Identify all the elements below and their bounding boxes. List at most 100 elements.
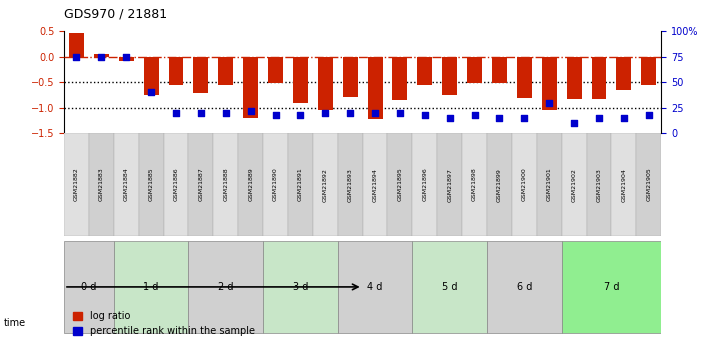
Text: GSM21894: GSM21894 [373, 168, 378, 201]
Text: GSM21895: GSM21895 [397, 168, 402, 201]
Text: GSM21897: GSM21897 [447, 168, 452, 201]
Text: 5 d: 5 d [442, 282, 457, 292]
Point [319, 110, 331, 116]
Text: GSM21905: GSM21905 [646, 168, 651, 201]
Bar [94, 54, 109, 57]
Bar [467, 57, 482, 83]
Text: GSM21889: GSM21889 [248, 168, 253, 201]
Text: GSM21899: GSM21899 [497, 168, 502, 201]
Point [270, 112, 282, 118]
Bar [492, 57, 507, 83]
Text: GSM21896: GSM21896 [422, 168, 427, 201]
Bar [442, 57, 457, 95]
Bar [119, 57, 134, 61]
Bar [293, 57, 308, 103]
Text: GSM21891: GSM21891 [298, 168, 303, 201]
Text: GSM21883: GSM21883 [99, 168, 104, 201]
Text: 1 d: 1 d [144, 282, 159, 292]
FancyBboxPatch shape [238, 134, 263, 236]
Bar [368, 57, 383, 119]
FancyBboxPatch shape [387, 134, 412, 236]
Point [245, 108, 256, 114]
FancyBboxPatch shape [537, 134, 562, 236]
Text: GSM21892: GSM21892 [323, 168, 328, 201]
FancyBboxPatch shape [611, 134, 636, 236]
FancyBboxPatch shape [263, 241, 338, 333]
Bar [616, 57, 631, 90]
FancyBboxPatch shape [213, 134, 238, 236]
Text: GSM21885: GSM21885 [149, 168, 154, 201]
Point [95, 54, 107, 59]
FancyBboxPatch shape [487, 134, 512, 236]
Point [493, 115, 505, 121]
Bar [392, 57, 407, 100]
Bar [567, 57, 582, 99]
FancyBboxPatch shape [437, 134, 462, 236]
FancyBboxPatch shape [338, 241, 412, 333]
Bar [144, 57, 159, 95]
Point [643, 112, 654, 118]
FancyBboxPatch shape [363, 134, 387, 236]
Point [344, 110, 356, 116]
FancyBboxPatch shape [338, 134, 363, 236]
Text: GSM21898: GSM21898 [472, 168, 477, 201]
Bar [193, 57, 208, 93]
FancyBboxPatch shape [64, 134, 89, 236]
Text: GSM21903: GSM21903 [597, 168, 602, 201]
FancyBboxPatch shape [263, 134, 288, 236]
FancyBboxPatch shape [188, 241, 263, 333]
Point [469, 112, 481, 118]
FancyBboxPatch shape [512, 134, 537, 236]
FancyBboxPatch shape [288, 134, 313, 236]
FancyBboxPatch shape [636, 134, 661, 236]
Bar [318, 57, 333, 110]
Text: GSM21886: GSM21886 [173, 168, 178, 201]
FancyBboxPatch shape [114, 241, 188, 333]
Text: 2 d: 2 d [218, 282, 233, 292]
FancyBboxPatch shape [587, 134, 611, 236]
Point [370, 110, 381, 116]
Legend: log ratio, percentile rank within the sample: log ratio, percentile rank within the sa… [69, 307, 259, 340]
Text: GSM21904: GSM21904 [621, 168, 626, 201]
FancyBboxPatch shape [562, 134, 587, 236]
Bar [542, 57, 557, 110]
Point [220, 110, 232, 116]
Text: 7 d: 7 d [604, 282, 619, 292]
Bar [343, 57, 358, 97]
Text: time: time [4, 318, 26, 327]
Text: GSM21900: GSM21900 [522, 168, 527, 201]
Bar [218, 57, 233, 85]
FancyBboxPatch shape [139, 134, 164, 236]
Text: GSM21882: GSM21882 [74, 168, 79, 201]
Point [568, 120, 579, 126]
FancyBboxPatch shape [412, 241, 487, 333]
Text: 0 d: 0 d [81, 282, 97, 292]
Point [444, 115, 455, 121]
Point [518, 115, 530, 121]
Text: GDS970 / 21881: GDS970 / 21881 [64, 8, 167, 21]
FancyBboxPatch shape [114, 134, 139, 236]
Bar [268, 57, 283, 83]
Bar [417, 57, 432, 85]
Text: GSM21902: GSM21902 [572, 168, 577, 201]
Point [593, 115, 604, 121]
Point [195, 110, 206, 116]
FancyBboxPatch shape [487, 241, 562, 333]
Text: 4 d: 4 d [368, 282, 383, 292]
Bar [69, 32, 84, 57]
Bar [169, 57, 183, 85]
Text: 6 d: 6 d [517, 282, 532, 292]
Text: GSM21884: GSM21884 [124, 168, 129, 201]
Text: GSM21893: GSM21893 [348, 168, 353, 201]
Bar [517, 57, 532, 98]
Bar [243, 57, 258, 118]
Text: GSM21890: GSM21890 [273, 168, 278, 201]
FancyBboxPatch shape [164, 134, 188, 236]
Point [419, 112, 431, 118]
Text: 3 d: 3 d [293, 282, 308, 292]
Bar [641, 57, 656, 85]
Point [70, 54, 82, 59]
Bar [592, 57, 606, 99]
FancyBboxPatch shape [412, 134, 437, 236]
Text: GSM21887: GSM21887 [198, 168, 203, 201]
